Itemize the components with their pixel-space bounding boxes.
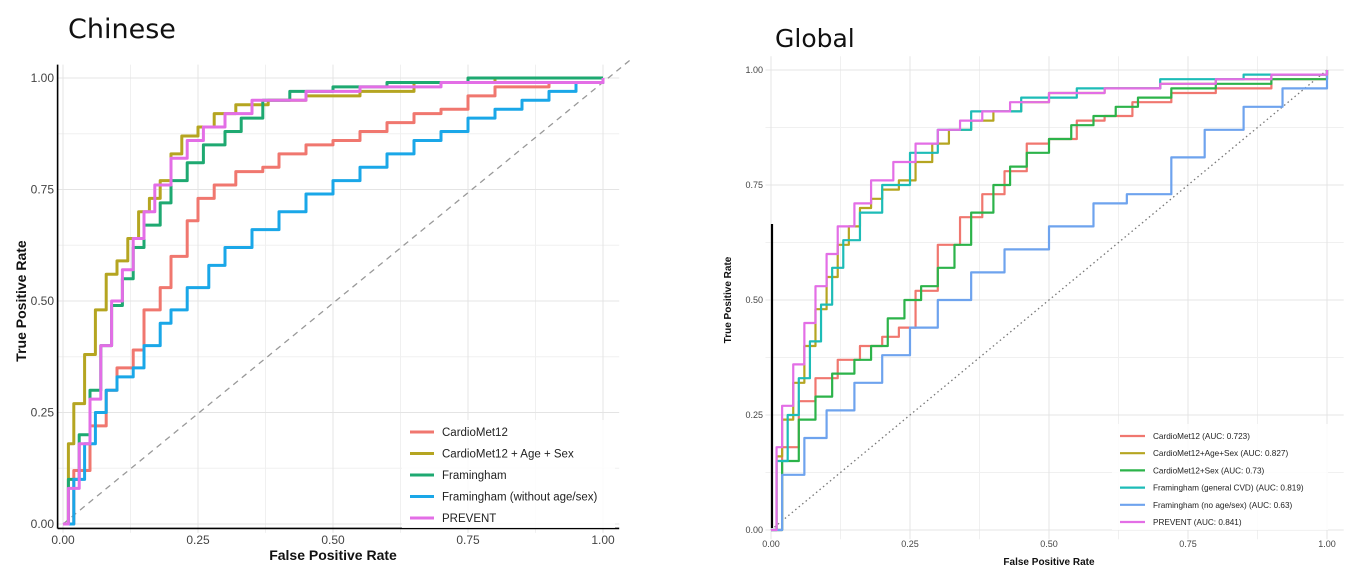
chinese-x-tick-label: 0.75 xyxy=(456,533,480,547)
chinese-x-tick-label: 1.00 xyxy=(591,533,615,547)
global-legend-label: Framingham (general CVD) (AUC: 0.819) xyxy=(1153,484,1304,493)
chinese-legend-label: CardioMet12 + Age + Sex xyxy=(442,449,574,461)
chinese-legend: CardioMet12 CardioMet12 + Age + Sex Framin… xyxy=(402,420,615,528)
chinese-x-tick-label: 0.00 xyxy=(51,533,75,547)
global-series-line-2 xyxy=(771,70,1329,532)
global-legend-label: CardioMet12+Sex (AUC: 0.73) xyxy=(1153,466,1265,475)
global-y-tick-label: 1.00 xyxy=(745,65,763,75)
global-x-axis-title: False Positive Rate xyxy=(1003,557,1095,568)
global-x-tick-label: 0.50 xyxy=(1040,539,1058,549)
chinese-reference-diagonal xyxy=(62,59,631,525)
global-y-axis-title: True Positive Rate xyxy=(723,256,734,343)
global-legend-label: CardioMet12+Age+Sex (AUC: 0.827) xyxy=(1153,449,1288,458)
global-plot: 0.00 0.00 0.25 0.25 0.50 0.50 0.75 0.75 1.00 1.00… xyxy=(723,56,1344,568)
chinese-legend-label: Framingham xyxy=(442,470,507,482)
chinese-x-tick-label: 0.25 xyxy=(186,533,210,547)
global-legend-label: CardioMet12 (AUC: 0.723) xyxy=(1153,432,1250,441)
chinese-y-tick-label: 0.25 xyxy=(31,406,55,420)
chinese-y-tick-label: 1.00 xyxy=(31,71,55,85)
chinese-legend-label: CardioMet12 xyxy=(442,427,508,439)
global-legend-box xyxy=(1112,424,1328,530)
global-legend-label: PREVENT (AUC: 0.841) xyxy=(1153,518,1242,527)
chinese-series-line-3 xyxy=(63,78,605,526)
global-x-tick-label: 0.75 xyxy=(1179,539,1197,549)
chinese-y-axis-title: True Positive Rate xyxy=(13,240,29,362)
chinese-series-line-1 xyxy=(63,76,603,526)
global-legend-label: Framingham (no age/sex) (AUC: 0.63) xyxy=(1153,501,1293,510)
chinese-plot: 0.00 0.00 0.25 0.25 0.50 0.50 0.75 0.75 1.00 1.00… xyxy=(13,59,631,563)
chinese-y-tick-label: 0.00 xyxy=(31,517,55,531)
global-series-line-5 xyxy=(771,70,1329,532)
chinese-x-tick-label: 0.50 xyxy=(321,533,345,547)
global-panel-title: Global xyxy=(775,24,855,53)
global-series-line-0 xyxy=(771,70,1329,532)
global-legend: CardioMet12 (AUC: 0.723) CardioMet12+Age+… xyxy=(1112,424,1328,530)
global-x-tick-label: 0.00 xyxy=(762,539,780,549)
global-series-line-4 xyxy=(771,70,1329,532)
chinese-legend-box xyxy=(402,420,615,528)
chinese-y-tick-label: 0.75 xyxy=(31,183,55,197)
chinese-series-line-4 xyxy=(63,78,605,526)
global-y-tick-label: 0.75 xyxy=(745,180,763,190)
global-y-tick-label: 0.25 xyxy=(745,410,763,420)
chinese-y-tick-label: 0.50 xyxy=(31,294,55,308)
chinese-x-axis-title: False Positive Rate xyxy=(269,547,397,563)
chinese-series-line-0 xyxy=(63,78,605,526)
global-y-tick-label: 0.50 xyxy=(745,295,763,305)
global-x-tick-label: 0.25 xyxy=(901,539,919,549)
global-x-tick-label: 1.00 xyxy=(1318,539,1336,549)
chinese-legend-label: PREVENT xyxy=(442,513,496,525)
chinese-panel-title: Chinese xyxy=(68,14,176,45)
chinese-legend-label: Framingham (without age/sex) xyxy=(442,492,597,504)
global-reference-diagonal xyxy=(770,69,1328,531)
global-y-tick-label: 0.00 xyxy=(745,525,763,535)
